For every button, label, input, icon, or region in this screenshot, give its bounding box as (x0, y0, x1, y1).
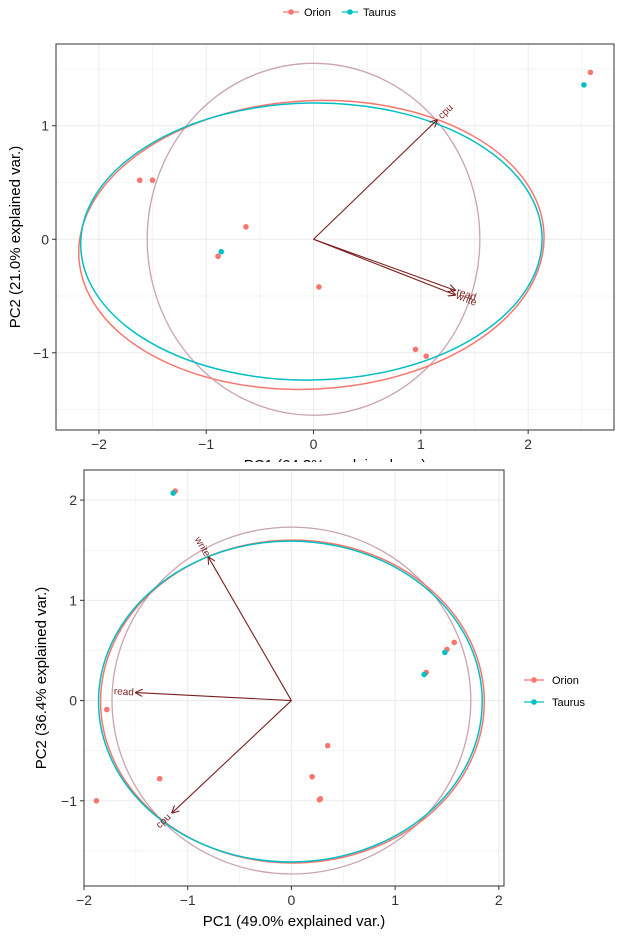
arrow-label-cpu: cpu (436, 103, 455, 122)
point-orion (316, 284, 322, 290)
legend-label-orion: Orion (304, 7, 331, 19)
point-orion (316, 796, 323, 803)
point-taurus (170, 490, 176, 496)
x-tick-label: 1 (391, 892, 399, 908)
point-orion (104, 706, 110, 713)
panel-border (55, 43, 615, 431)
loading-arrow-read (313, 238, 456, 290)
legend-item-orion: Orion (283, 7, 331, 19)
y-axis-title: PC2 (21.0% explained var.) (7, 146, 24, 329)
loading-arrow-write (313, 238, 456, 295)
point-taurus (581, 82, 587, 88)
point-orion (451, 639, 458, 646)
right-legend: Orion Taurus (518, 668, 614, 712)
point-orion (136, 177, 143, 184)
biplot-2: write read cpu −2 −1 0 1 2 −1 0 1 2 PC1 (49.0% expla… (0, 462, 618, 943)
y-tick-label: 2 (69, 492, 77, 508)
legend-label-taurus-2: Taurus (552, 697, 586, 709)
x-axis-title: PC1 (64.3% explained var.) (244, 457, 427, 462)
point-orion (156, 775, 163, 782)
loading-arrow-cpu (313, 120, 437, 240)
x-tick-label: −2 (76, 892, 92, 908)
x-tick-label: 1 (417, 436, 425, 452)
y-tick-label: 0 (41, 231, 49, 247)
legend-item-taurus-2: Taurus (524, 697, 586, 709)
correlation-circle (146, 62, 481, 416)
loading-arrow-read (136, 693, 292, 702)
ellipse-taurus (97, 540, 483, 863)
top-legend: Orion Taurus (0, 0, 618, 22)
x-tick-label: 2 (524, 436, 532, 452)
loading-arrow-write (208, 557, 292, 701)
x-axis-title: PC1 (49.0% explained var.) (203, 913, 386, 930)
x-tick-label: 0 (310, 436, 318, 452)
legend-item-taurus: Taurus (342, 7, 397, 19)
y-tick-label: −1 (33, 345, 49, 361)
point-orion (324, 742, 331, 749)
x-tick-label: −1 (198, 436, 214, 452)
ellipse-orion (77, 99, 545, 391)
legend-label-taurus: Taurus (363, 7, 397, 19)
y-tick-label: 1 (69, 592, 77, 608)
point-orion (412, 346, 419, 353)
x-tick-label: 0 (288, 892, 296, 908)
y-tick-label: 0 (69, 693, 77, 709)
point-taurus (442, 649, 448, 656)
point-orion (587, 69, 594, 76)
point-taurus (421, 671, 427, 678)
gridlines (56, 44, 614, 430)
ellipse-orion (99, 539, 486, 864)
point-orion (423, 353, 430, 360)
x-tick-label: −2 (91, 436, 107, 452)
panel-border (83, 469, 505, 887)
loading-arrow-cpu (172, 700, 292, 813)
legend-item-orion-2: Orion (524, 675, 579, 687)
x-tick-label: 2 (495, 892, 503, 908)
legend-label-orion-2: Orion (552, 675, 579, 687)
point-orion (93, 797, 100, 804)
point-orion (215, 253, 221, 260)
gridlines (83, 470, 504, 886)
point-orion (243, 223, 249, 230)
ellipse-taurus (79, 102, 543, 381)
point-taurus (218, 248, 225, 255)
y-axis-title: PC2 (36.4% explained var.) (33, 587, 50, 770)
correlation-circle (111, 526, 472, 875)
y-tick-label: −1 (61, 793, 77, 809)
arrow-label-read: read (114, 686, 135, 698)
point-orion (149, 177, 156, 184)
x-tick-label: −1 (180, 892, 196, 908)
y-tick-label: 1 (41, 118, 49, 134)
point-orion (309, 773, 315, 780)
